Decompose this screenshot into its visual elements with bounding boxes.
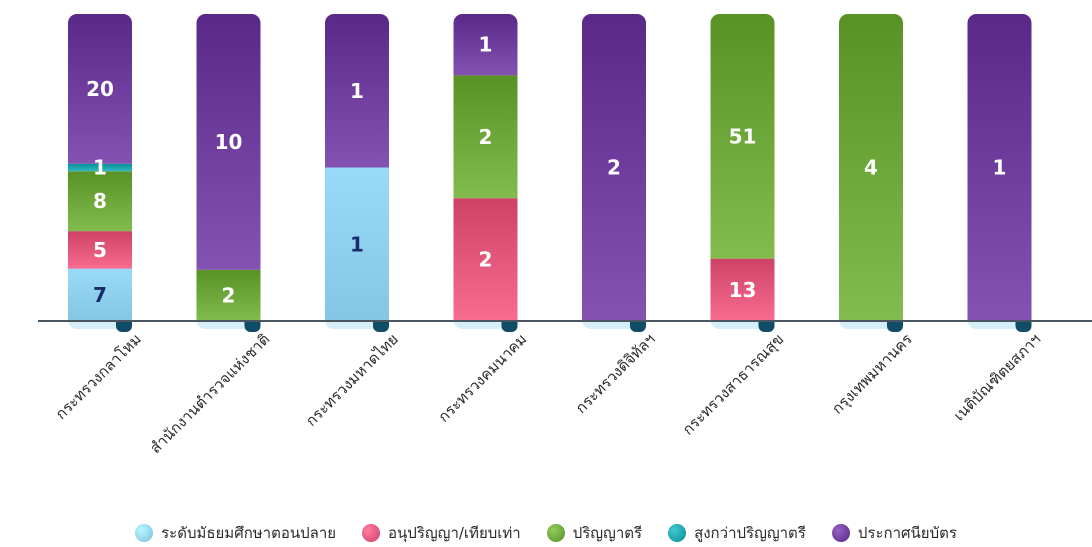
bar-segment: [68, 14, 132, 164]
bar-base: [710, 321, 775, 329]
data-label: 2: [607, 156, 621, 180]
data-label: 2: [222, 283, 236, 307]
bar-base-knob: [758, 322, 775, 332]
bar-base: [196, 321, 261, 329]
legend-swatch: [831, 524, 850, 542]
legend-item: ระดับมัธยมศึกษาตอนปลาย: [135, 521, 336, 545]
bar-segment: [839, 14, 903, 321]
data-label: 2: [479, 125, 493, 149]
legend-label: สูงกว่าปริญญาตรี: [694, 524, 806, 542]
bars-layer: [68, 14, 1032, 329]
bar-segment: [453, 75, 518, 199]
bar-segment: [68, 163, 132, 172]
bar-group: [710, 14, 775, 329]
bar-segment: [967, 14, 1032, 321]
data-label: 5: [93, 238, 107, 262]
legend-label: ประกาศนียบัตร: [857, 524, 957, 542]
bar-segment: [453, 198, 518, 321]
bar-base-knob: [244, 322, 261, 332]
bar-base-knob: [887, 322, 903, 332]
category-label: กระทรวงมหาดไทย: [302, 330, 402, 430]
bar-group: [453, 14, 518, 329]
bar-segment: [710, 14, 775, 259]
category-label: กระทรวงสาธารณสุข: [679, 330, 788, 439]
bar-base: [582, 321, 646, 329]
category-label: กระทรวงดิจิทัลฯ: [572, 330, 659, 417]
data-label: 1: [350, 232, 364, 256]
bar-base: [325, 321, 389, 329]
data-label: 2: [479, 248, 493, 272]
bar-base: [839, 321, 903, 329]
data-label: 51: [729, 124, 757, 148]
data-label: 10: [215, 130, 243, 154]
category-label: สำนักงานตำรวจแห่งชาติ: [146, 330, 273, 457]
bar-segment: [196, 269, 261, 321]
bar-group: [68, 14, 132, 329]
bar-segment: [453, 14, 518, 76]
bar-base: [967, 321, 1032, 329]
bar-group: [582, 14, 646, 329]
data-label: 7: [93, 283, 107, 307]
legend-label: อนุปริญญา/เทียบเท่า: [388, 524, 521, 542]
data-label: 20: [86, 77, 114, 101]
category-label: กรุงเทพมหานคร: [828, 330, 916, 418]
bar-group: [967, 14, 1032, 329]
bar-base-knob: [116, 322, 132, 332]
bar-base-knob: [630, 322, 646, 332]
category-label: กระทรวงคมนาคม: [435, 330, 531, 426]
data-label: 1: [479, 33, 493, 57]
legend-item: ประกาศนียบัตร: [831, 521, 957, 545]
bar-segment: [710, 258, 775, 321]
bar-segment: [68, 268, 132, 321]
legend-label: ปริญญาตรี: [572, 524, 643, 542]
data-label: 4: [864, 156, 878, 180]
bar-segment: [325, 14, 389, 168]
legend-swatch: [668, 524, 687, 542]
bar-base-knob: [373, 322, 389, 332]
category-label: กระทรวงกลาโหม: [52, 330, 145, 423]
bar-base-knob: [501, 322, 518, 332]
legend-label: ระดับมัธยมศึกษาตอนปลาย: [161, 524, 337, 542]
data-label: 8: [93, 189, 107, 213]
legend-swatch: [546, 524, 565, 542]
bar-base: [453, 321, 518, 329]
legend-swatch: [135, 524, 154, 542]
stacked-bar-chart: 7 5 8 1 20 กระทรวงกลาโหม 2 10 สำนักงานตำรวจแห่งช…: [38, 14, 1092, 457]
data-label: 1: [350, 79, 364, 103]
bar-base: [68, 321, 132, 329]
bar-base-knob: [1015, 322, 1032, 332]
bar-segment: [196, 14, 261, 270]
bar-group: [325, 14, 389, 329]
bar-group: [196, 14, 261, 329]
legend-item: สูงกว่าปริญญาตรี: [668, 521, 806, 545]
bar-group: [839, 14, 903, 329]
data-label: 13: [729, 278, 757, 302]
category-label: เนติบัณฑิตยสภาฯ: [950, 330, 1044, 424]
bar-segment: [582, 14, 646, 321]
legend: ระดับมัธยมศึกษาตอนปลาย อนุปริญญา/เทียบเท่…: [0, 520, 1092, 546]
bar-segment: [68, 171, 132, 232]
bar-segment: [325, 167, 389, 321]
legend-item: ปริญญาตรี: [546, 521, 643, 545]
legend-swatch: [362, 524, 381, 542]
legend-item: อนุปริญญา/เทียบเท่า: [362, 521, 521, 545]
bar-segment: [68, 231, 132, 269]
data-label: 1: [993, 156, 1007, 180]
data-label: 1: [93, 156, 107, 180]
